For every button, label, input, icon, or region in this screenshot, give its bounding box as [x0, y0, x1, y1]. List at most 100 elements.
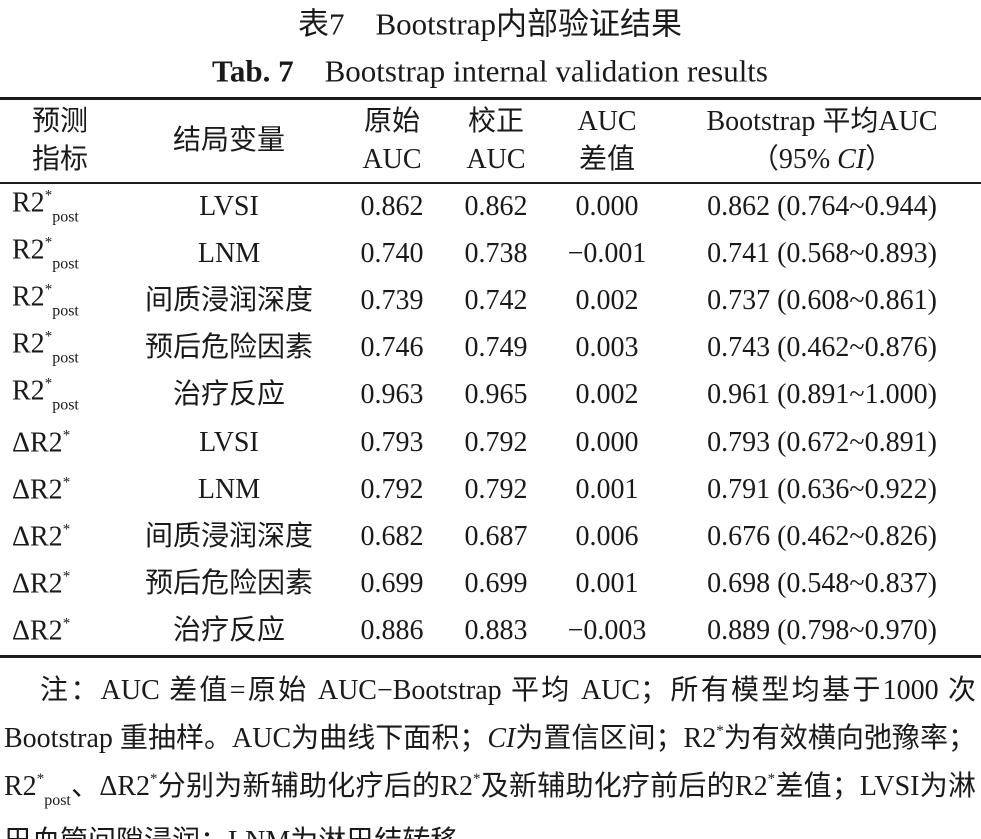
cell: 0.741 (0.568~0.893): [707, 240, 937, 268]
sup: *: [472, 771, 481, 787]
text: R2: [12, 187, 45, 219]
header-cell: AUC 差值: [577, 103, 636, 179]
cell: 0.746: [361, 334, 424, 362]
sup: *: [716, 723, 724, 739]
title-en: Tab. 7 Bootstrap internal validation res…: [212, 56, 768, 87]
cell: −0.003: [567, 614, 647, 646]
text: 0.006: [575, 520, 639, 552]
cell: 0.743 (0.462~0.876): [707, 334, 937, 362]
text: 0.000: [575, 426, 639, 458]
header-rule: [0, 182, 981, 184]
cell: −0.001: [568, 240, 647, 268]
sup: *: [44, 234, 53, 251]
sub: post: [52, 396, 79, 414]
row-label: ΔR2*: [12, 616, 70, 645]
text: 0.698 (0.548~0.837): [707, 567, 937, 599]
text: AUC: [577, 106, 637, 137]
cell: 0.740: [361, 240, 424, 268]
cell: 治疗反应: [173, 381, 285, 409]
text: 0.749: [464, 332, 528, 364]
row-label: R2* post: [12, 187, 79, 226]
text: 0.001: [575, 473, 639, 505]
header-line: 结局变量: [173, 122, 285, 160]
cell: 0.676 (0.462~0.826): [707, 520, 937, 552]
text: 差值；LVSI为淋巴血管间隙浸润；LNM为淋巴结转移。: [4, 771, 976, 839]
cell: 0.862: [361, 193, 424, 221]
cell: 0.793 (0.672~0.891): [707, 428, 937, 457]
row-label: ΔR2*: [12, 428, 70, 457]
cell: 间质浸润深度: [145, 287, 313, 315]
cell: 0.002: [576, 287, 639, 315]
cell: 0.738: [465, 240, 528, 268]
sup: *: [36, 771, 45, 787]
cell: 0.792: [361, 475, 424, 504]
row-label: ΔR2*: [12, 569, 70, 598]
cell: 0.965: [465, 381, 528, 409]
cell: 预后危险因素: [145, 334, 313, 362]
text: （95%: [750, 144, 838, 175]
header-cell: 结局变量: [173, 122, 285, 160]
text: LVSI: [199, 426, 259, 458]
text: R2: [12, 375, 45, 407]
text: 0.676 (0.462~0.826): [707, 520, 937, 552]
text: 0.699: [464, 567, 528, 599]
top-rule: [0, 97, 981, 100]
title-cn: 表7 Bootstrap内部验证结果: [297, 6, 683, 42]
sup: *: [62, 474, 71, 491]
cell: LVSI: [199, 193, 259, 221]
text: 0.740: [360, 238, 424, 270]
sub: post: [52, 255, 79, 273]
text: Bootstrap 平均AUC: [706, 106, 938, 137]
row-label: ΔR2*: [12, 522, 70, 551]
text: AUC: [362, 144, 422, 175]
sup: *: [44, 187, 53, 204]
cell: 0.889 (0.798~0.970): [707, 616, 937, 645]
text: ΔR2: [12, 474, 63, 506]
cell: 0.883: [464, 614, 528, 646]
text: ΔR2: [12, 521, 63, 553]
row-label: R2* post: [12, 281, 79, 320]
text: 0.883: [464, 614, 528, 646]
cell: 0.699: [464, 567, 528, 599]
header-line: 校正: [466, 103, 525, 141]
text: ）: [865, 144, 894, 175]
text: −0.003: [567, 614, 647, 646]
text: ΔR2: [12, 615, 63, 647]
header-line: 原始: [362, 103, 421, 141]
text: 0.793: [360, 426, 424, 458]
text: ΔR2: [12, 568, 63, 600]
note: 注：AUC 差值=原始 AUC−Bootstrap 平均 AUC；所有模型均基于…: [4, 670, 976, 839]
cell: 0.001: [575, 473, 639, 505]
cell: LVSI: [199, 426, 259, 458]
row-label: R2* post: [12, 234, 79, 273]
text: 0.000: [575, 191, 639, 222]
header-line: 指标: [32, 141, 88, 179]
text: 结局变量: [172, 125, 286, 156]
text: 校正: [467, 106, 524, 137]
text: 0.862: [464, 191, 528, 222]
header-cell: 预测 指标: [32, 103, 88, 179]
cell: 0.698 (0.548~0.837): [707, 567, 937, 599]
text: 0.699: [360, 567, 424, 599]
sub: post: [52, 208, 79, 226]
sup: *: [62, 568, 71, 585]
cell: 0.791 (0.636~0.922): [707, 475, 937, 504]
text: 预后危险因素: [144, 567, 314, 599]
text: 0.886: [360, 614, 424, 646]
text: 指标: [31, 144, 89, 175]
cell: 0.742: [465, 287, 528, 315]
italic: CI: [487, 723, 516, 754]
text: 0.741 (0.568~0.893): [707, 238, 937, 270]
text: 0.682: [360, 520, 424, 552]
cell: 0.749: [465, 334, 528, 362]
text: R2: [12, 281, 45, 313]
sup: *: [767, 771, 776, 787]
cell: 间质浸润深度: [145, 522, 313, 551]
cell: 0.739: [361, 287, 424, 315]
header-line: 预测: [32, 103, 88, 141]
sub: post: [52, 349, 79, 367]
text: AUC: [466, 144, 526, 175]
bottom-rule: [0, 655, 981, 658]
sup: *: [62, 521, 71, 538]
cell: 0.687: [465, 522, 528, 551]
